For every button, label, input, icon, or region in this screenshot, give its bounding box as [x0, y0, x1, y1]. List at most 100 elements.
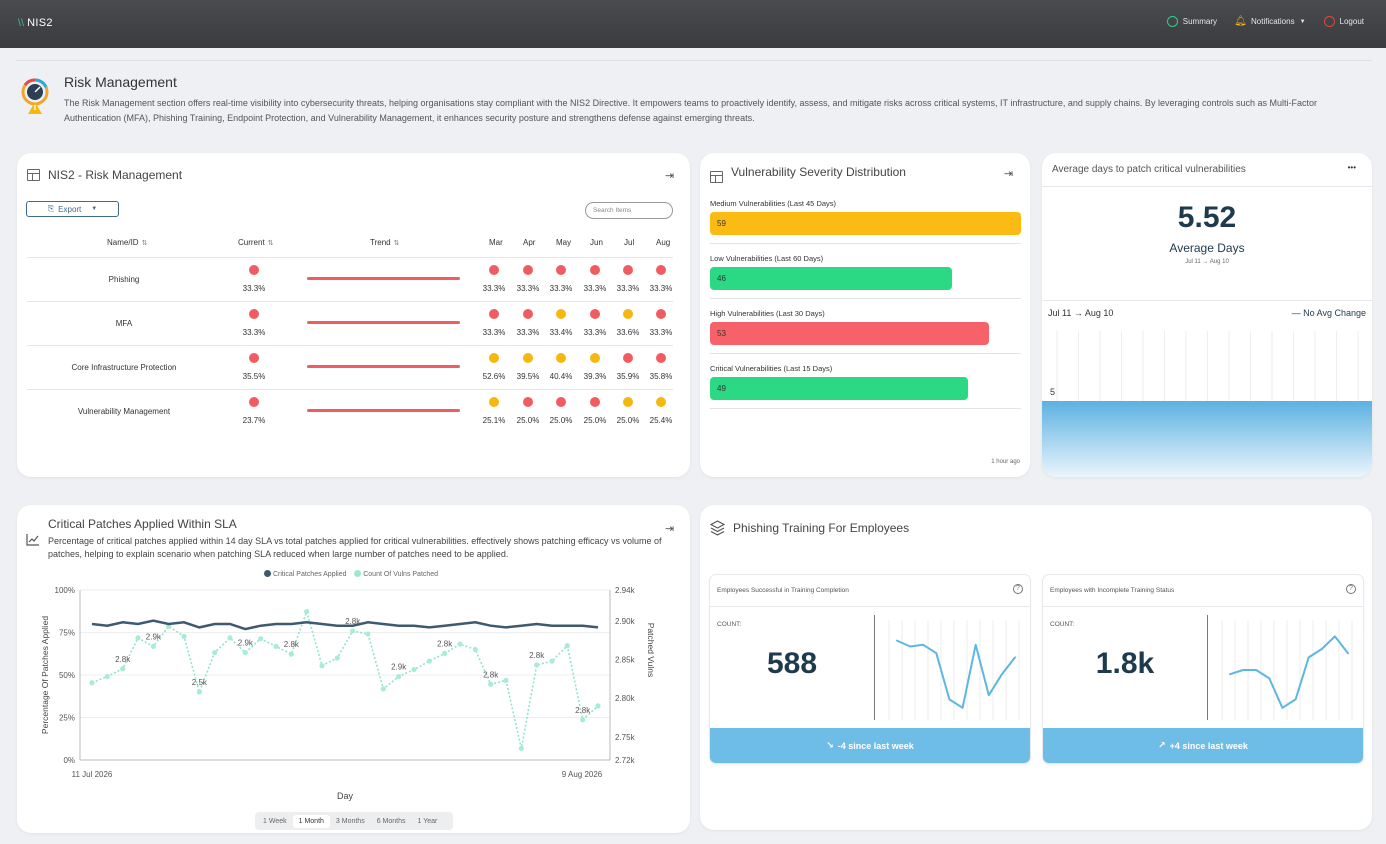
- y-tick-label: 50%: [59, 671, 75, 680]
- month-value: 25.0%: [616, 416, 640, 425]
- header-jun: Jun: [590, 238, 603, 247]
- table-row-name[interactable]: Vulnerability Management: [77, 407, 171, 416]
- vulns-point[interactable]: [365, 631, 371, 637]
- vuln-bar[interactable]: 59: [710, 212, 1021, 235]
- vulns-point[interactable]: [426, 658, 432, 664]
- period-option[interactable]: 1 Week: [263, 817, 287, 825]
- month-status-dot: [656, 265, 666, 275]
- chevron-down-icon: ▼: [91, 206, 98, 212]
- series-critical-patches-line: [91, 619, 599, 631]
- vulns-point[interactable]: [580, 717, 586, 723]
- vulns-point[interactable]: [595, 703, 601, 709]
- more-icon[interactable]: •••: [1347, 163, 1356, 172]
- vulns-point[interactable]: [534, 662, 540, 668]
- table-row-name[interactable]: Phishing: [108, 275, 140, 284]
- table-row-name[interactable]: MFA: [115, 319, 133, 328]
- vulns-point[interactable]: [89, 680, 95, 686]
- month-value: 33.6%: [616, 328, 640, 337]
- vulns-point[interactable]: [334, 655, 340, 661]
- vulns-point[interactable]: [227, 635, 233, 641]
- vulns-point[interactable]: [488, 681, 494, 687]
- month-status-dot: [623, 397, 633, 407]
- vulns-point[interactable]: [549, 658, 555, 664]
- export-icon[interactable]: ⇥: [665, 170, 675, 182]
- vulns-point[interactable]: [350, 628, 356, 634]
- month-status-dot: [489, 309, 499, 319]
- vulns-point[interactable]: [396, 673, 402, 680]
- vulns-point[interactable]: [472, 646, 478, 653]
- export-icon[interactable]: ⇥: [1004, 168, 1014, 180]
- sparkline: [1221, 620, 1353, 720]
- change-text: +4 since last week: [1169, 740, 1248, 751]
- vulns-point[interactable]: [442, 650, 448, 656]
- vulns-point[interactable]: [518, 745, 524, 752]
- vulns-point[interactable]: [181, 633, 187, 639]
- vulns-point[interactable]: [288, 651, 294, 657]
- help-icon[interactable]: ?: [1346, 584, 1356, 594]
- brand-logo[interactable]: \\ NIS2: [18, 17, 53, 29]
- table-row-name[interactable]: Core Infrastructure Protection: [71, 363, 177, 372]
- vulns-point[interactable]: [104, 673, 110, 680]
- vulns-point[interactable]: [258, 636, 264, 642]
- vulns-point[interactable]: [135, 635, 141, 641]
- header-current[interactable]: Current ⇅: [238, 238, 274, 247]
- period-option[interactable]: 1 Year: [417, 817, 438, 825]
- vulns-point[interactable]: [457, 641, 463, 647]
- month-value: 33.3%: [482, 328, 506, 337]
- month-value: 33.3%: [616, 284, 640, 293]
- nav-logout-label: Logout: [1339, 17, 1364, 26]
- vulns-point[interactable]: [242, 649, 248, 656]
- nav-notifications[interactable]: 🔔︎ Notifications ▼: [1234, 16, 1306, 27]
- vulns-point[interactable]: [411, 666, 417, 673]
- help-icon[interactable]: ?: [1013, 584, 1023, 594]
- nav-logout[interactable]: Logout: [1323, 16, 1364, 27]
- row-divider: [710, 353, 1021, 354]
- y2-tick-label: 2.85k: [615, 656, 636, 665]
- vulns-point[interactable]: [212, 649, 218, 656]
- avg-area-chart: 5: [1042, 331, 1372, 477]
- y2-axis-label: Patched Vulns: [646, 623, 656, 678]
- legend-vulns-patched[interactable]: Count Of Vulns Patched: [363, 571, 439, 578]
- legend-critical-patches[interactable]: Critical Patches Applied: [272, 571, 347, 578]
- vuln-bar[interactable]: 49: [710, 377, 968, 400]
- count-label: COUNT:: [717, 621, 742, 628]
- page-description: The Risk Management section offers real-…: [64, 98, 1318, 123]
- period-option[interactable]: 1 Month: [292, 814, 330, 828]
- data-label: 2.9k: [238, 639, 254, 648]
- critical-patches-card: Critical Patches Applied Within SLA ⇥ Pe…: [17, 505, 690, 833]
- vulns-point[interactable]: [304, 609, 310, 615]
- month-value: 33.3%: [649, 284, 673, 293]
- vulns-point[interactable]: [564, 643, 570, 649]
- nav-summary[interactable]: Summary: [1166, 16, 1217, 27]
- vulns-point[interactable]: [273, 643, 279, 650]
- chart-range: Jul 11 → Aug 10: [1048, 308, 1114, 318]
- y2-tick-label: 2.80k: [615, 694, 636, 703]
- vuln-bar[interactable]: 46: [710, 267, 952, 290]
- vulns-point[interactable]: [196, 689, 202, 695]
- nav-summary-label: Summary: [1182, 17, 1217, 26]
- chevron-down-icon: ▼: [1299, 18, 1306, 25]
- vulns-point[interactable]: [319, 663, 325, 669]
- vuln-bar[interactable]: 53: [710, 322, 989, 345]
- trend-up-icon: ↗: [1158, 740, 1166, 750]
- y-tick-label: 25%: [59, 714, 75, 723]
- trend-line: [307, 409, 460, 412]
- period-option[interactable]: 6 Months: [376, 817, 406, 825]
- current-value: 33.3%: [242, 284, 266, 293]
- header-trend[interactable]: Trend ⇅: [370, 238, 400, 247]
- export-icon[interactable]: ⇥: [665, 523, 675, 535]
- vulns-point[interactable]: [380, 686, 386, 692]
- period-option[interactable]: 3 Months: [335, 817, 365, 825]
- sort-icon: ⇅: [393, 240, 400, 247]
- month-status-dot: [523, 353, 533, 363]
- data-label: 2.8k: [483, 670, 499, 679]
- export-button[interactable]: ⎘ Export ▼: [26, 201, 119, 217]
- chart-legend: Critical Patches Applied Count Of Vulns …: [264, 570, 438, 578]
- trend-line: [307, 321, 460, 324]
- vulns-point[interactable]: [503, 677, 509, 684]
- search-input[interactable]: Search Items: [585, 202, 673, 219]
- vulns-point[interactable]: [120, 666, 126, 672]
- avg-value: 5.52: [1177, 201, 1237, 234]
- vulns-point[interactable]: [150, 643, 156, 650]
- header-name[interactable]: Name/ID ⇅: [107, 238, 148, 247]
